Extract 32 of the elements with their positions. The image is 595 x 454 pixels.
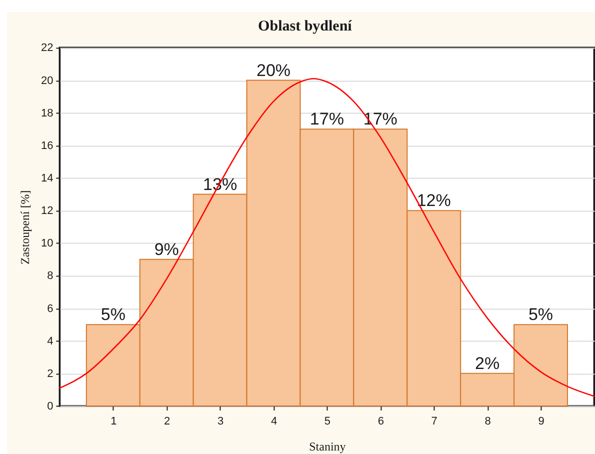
data-label: 9% <box>154 240 179 259</box>
x-tick-label: 4 <box>270 416 278 428</box>
y-tick-label: 8 <box>47 270 54 282</box>
y-tick-label: 16 <box>40 140 54 152</box>
data-label: 5% <box>528 305 554 324</box>
data-label: 20% <box>256 60 291 80</box>
line-series <box>59 78 595 397</box>
x-tick-label: 1 <box>110 416 117 428</box>
y-tick-label: 14 <box>40 172 54 184</box>
data-label: 5% <box>100 305 126 324</box>
y-tick-label: 0 <box>47 400 54 412</box>
x-tick-label: 9 <box>538 416 544 428</box>
y-axis-title: Zastoupení [%] <box>18 190 32 265</box>
data-label: 2% <box>475 354 500 373</box>
x-tick-label: 7 <box>431 416 438 428</box>
x-tick-label: 5 <box>324 416 331 428</box>
y-tick-label: 6 <box>47 302 54 315</box>
data-label: 17% <box>310 110 344 129</box>
y-tick-label: 10 <box>40 238 54 250</box>
chart-title: Oblast bydlení <box>258 18 353 35</box>
y-tick-label: 18 <box>40 107 54 120</box>
y-tick-label: 2 <box>47 368 54 380</box>
y-tick-label: 12 <box>40 205 54 218</box>
data-label: 12% <box>416 191 451 210</box>
x-tick-label: 8 <box>484 416 491 428</box>
y-tick-label: 20 <box>40 74 54 87</box>
x-tick-label: 2 <box>164 416 170 428</box>
x-tick-label: 6 <box>378 416 384 428</box>
y-tick-label: 22 <box>40 42 54 54</box>
x-tick-label: 3 <box>217 416 224 428</box>
y-tick-label: 4 <box>47 335 54 348</box>
x-axis-title: Staniny <box>309 440 346 454</box>
